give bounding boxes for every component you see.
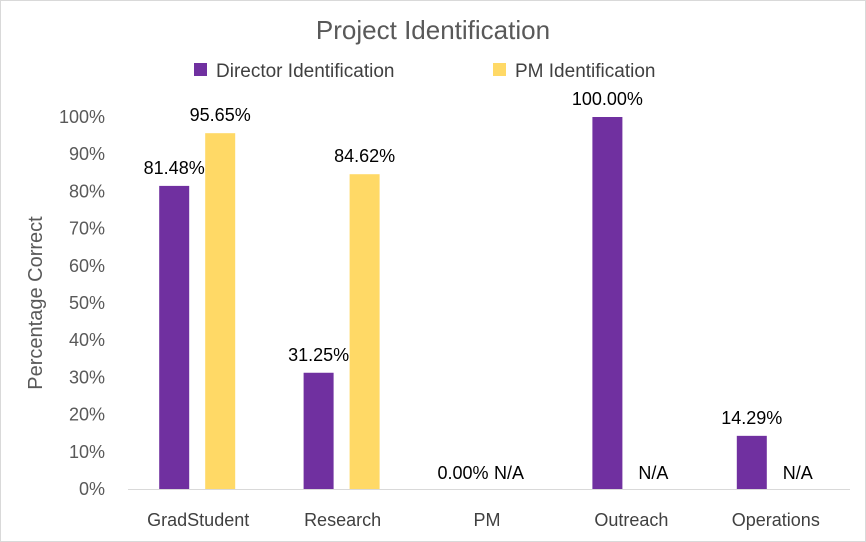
x-category-label: PM <box>474 510 501 530</box>
bar-1-0 <box>205 133 236 489</box>
data-label: 100.00% <box>572 89 643 109</box>
y-tick-label: 70% <box>69 219 105 239</box>
data-label: N/A <box>783 463 813 483</box>
y-tick-label: 0% <box>79 479 105 499</box>
data-label: 84.62% <box>334 146 395 166</box>
bar-0-3 <box>592 117 623 489</box>
x-axis-categories: GradStudent Research PM Outreach Operations <box>147 510 820 530</box>
y-tick-label: 100% <box>59 107 105 127</box>
legend-swatch-1 <box>493 63 506 76</box>
y-axis-label: Percentage Correct <box>25 216 47 390</box>
x-category-label: GradStudent <box>147 510 249 530</box>
x-category-label: Outreach <box>594 510 668 530</box>
data-label: 0.00% <box>437 463 488 483</box>
bar-0-1 <box>303 372 334 489</box>
data-label: 81.48% <box>144 158 205 178</box>
legend-label-0: Director Identification <box>216 61 394 82</box>
y-tick-label: 40% <box>69 330 105 350</box>
y-tick-label: 10% <box>69 442 105 462</box>
chart-title: Project Identification <box>316 15 550 45</box>
y-tick-label: 60% <box>69 256 105 276</box>
y-tick-label: 80% <box>69 181 105 201</box>
legend: Director Identification PM Identification <box>194 61 655 82</box>
data-label: 31.25% <box>288 345 349 365</box>
data-label: N/A <box>638 463 668 483</box>
y-tick-label: 50% <box>69 293 105 313</box>
legend-swatch-0 <box>194 63 207 76</box>
data-labels: 81.48% 95.65% 31.25% 84.62% 0.00% N/A 100.00% N… <box>144 89 813 483</box>
data-label: 14.29% <box>721 408 782 428</box>
bar-0-0 <box>159 185 190 489</box>
y-axis-ticks: 0% 10% 20% 30% 40% 50% 60% 70% 80% 90% 100% <box>59 107 105 499</box>
data-label: 95.65% <box>190 105 251 125</box>
bars <box>159 117 767 489</box>
legend-label-1: PM Identification <box>515 61 655 82</box>
bar-0-4 <box>736 435 767 489</box>
x-category-label: Research <box>304 510 381 530</box>
data-label: N/A <box>494 463 524 483</box>
y-tick-label: 90% <box>69 144 105 164</box>
y-tick-label: 30% <box>69 367 105 387</box>
bar-1-1 <box>349 174 380 489</box>
x-category-label: Operations <box>732 510 820 530</box>
y-tick-label: 20% <box>69 405 105 425</box>
